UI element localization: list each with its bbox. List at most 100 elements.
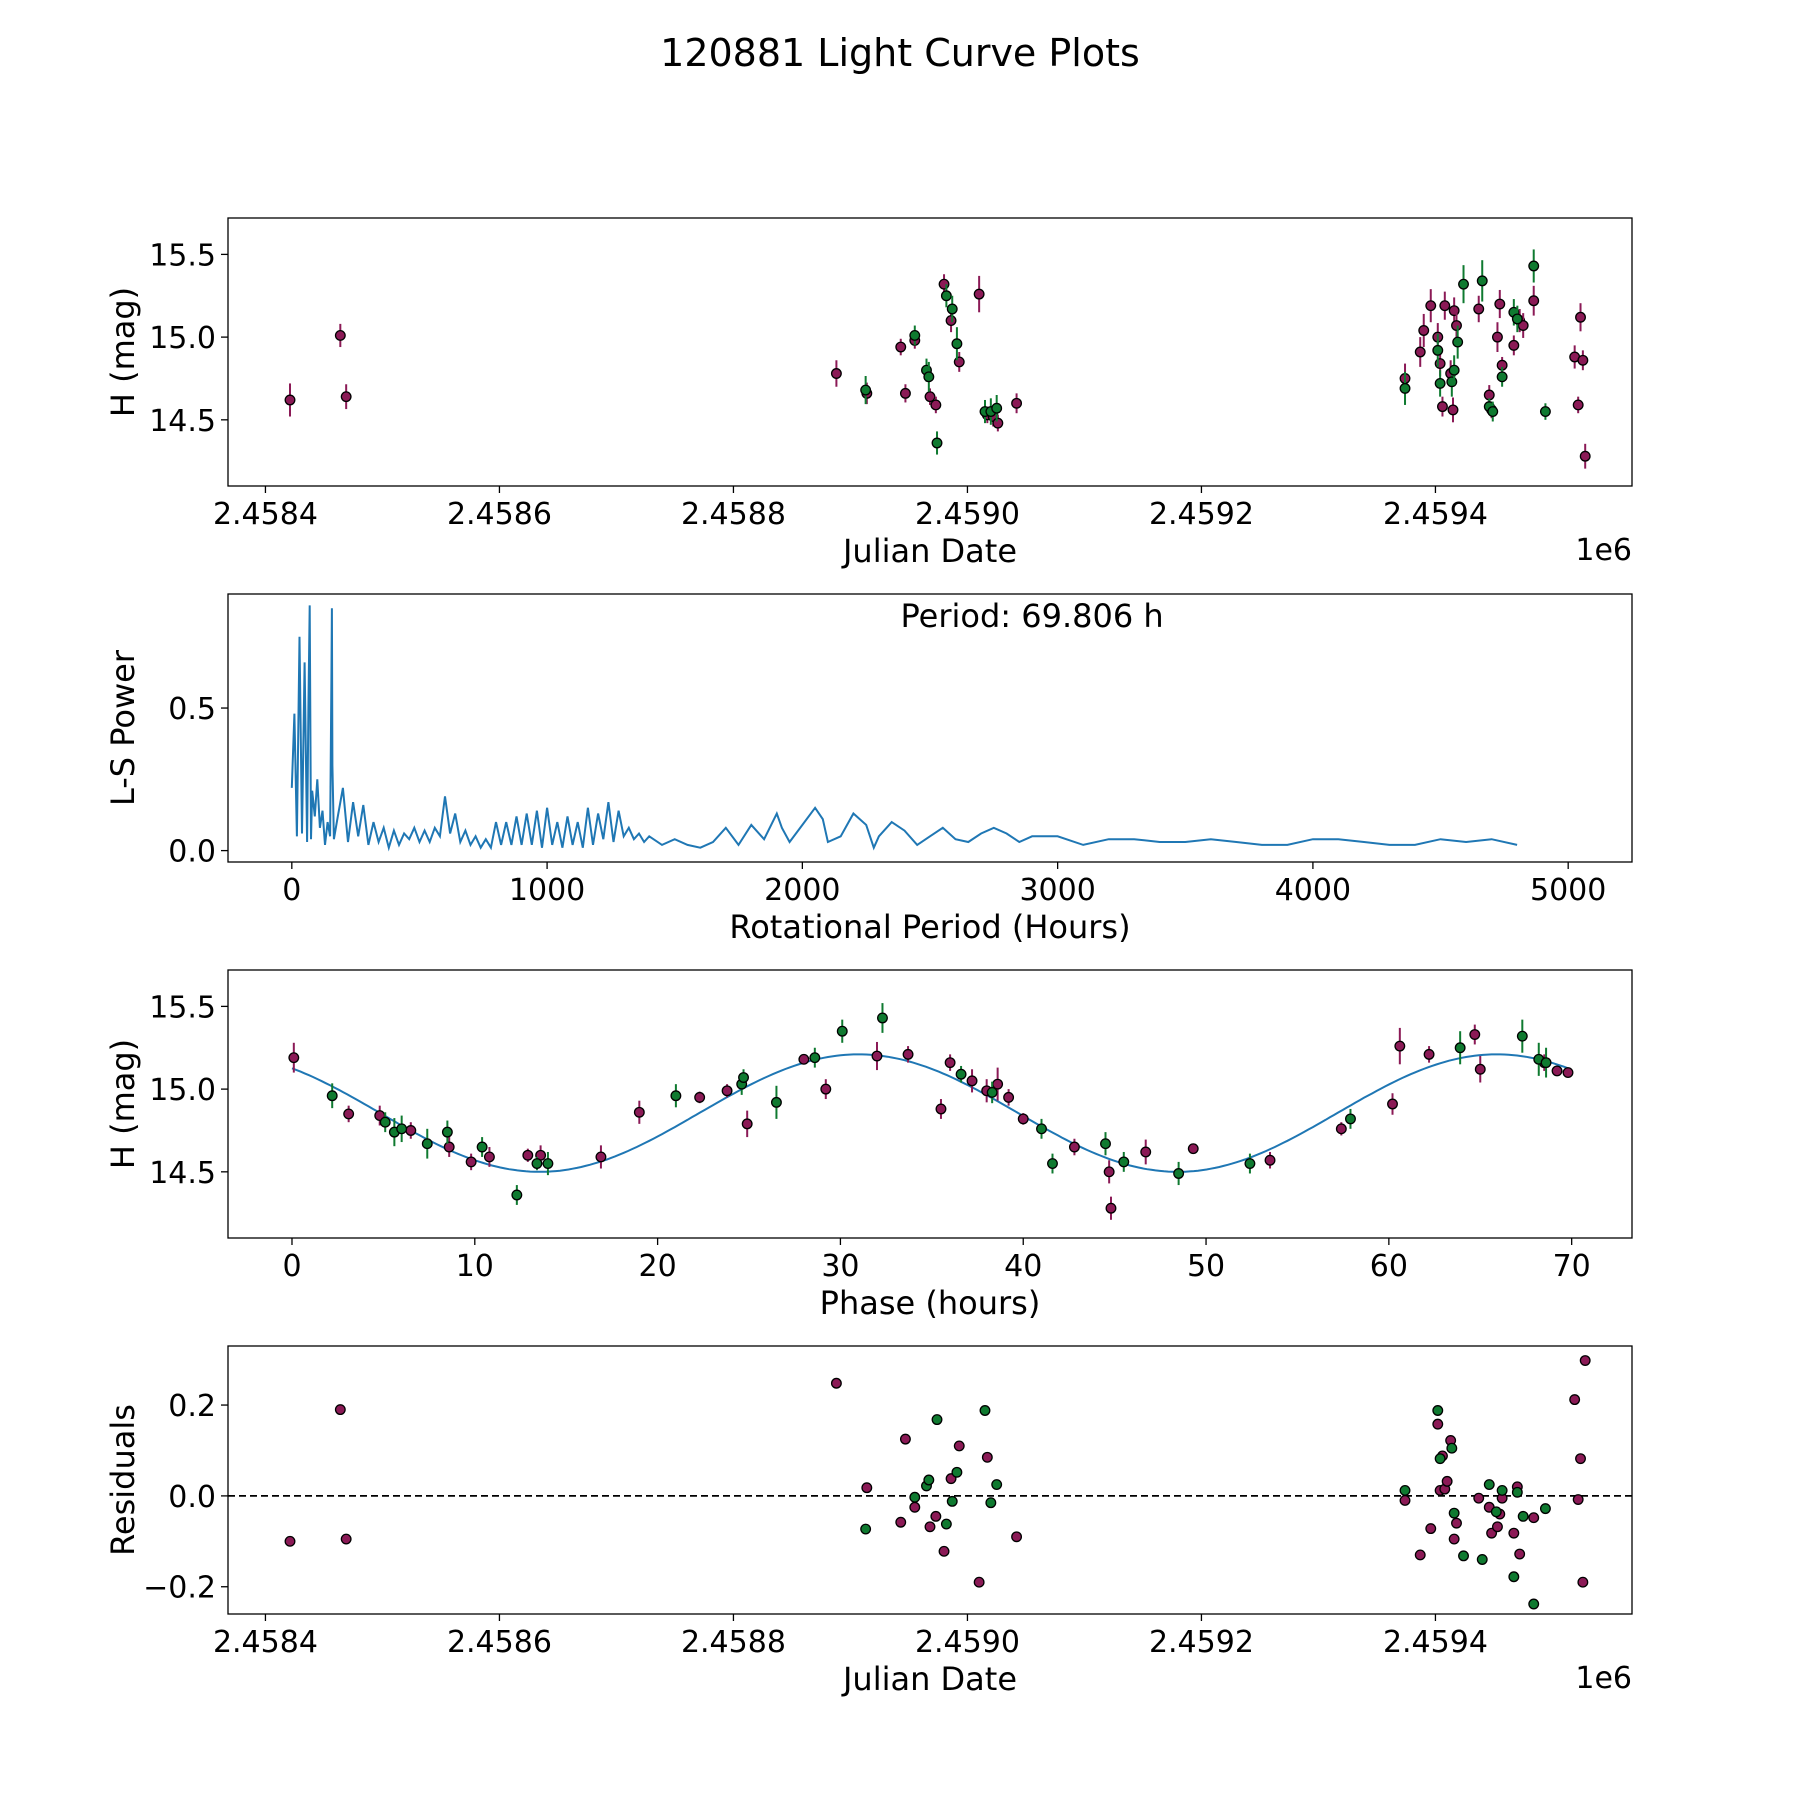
- data-point: [770, 1096, 782, 1108]
- x-axis-label: Julian Date: [841, 532, 1017, 570]
- data-point: [1423, 1048, 1435, 1060]
- x-tick-label: 4000: [1275, 873, 1351, 908]
- data-point: [953, 356, 965, 368]
- y-tick-label: 14.5: [149, 1156, 216, 1191]
- x-tick-label: 30: [821, 1249, 859, 1284]
- data-point: [861, 1482, 873, 1494]
- data-point: [909, 1501, 921, 1513]
- data-point: [284, 1535, 296, 1547]
- data-point: [830, 368, 842, 379]
- data-point: [1335, 1123, 1347, 1135]
- data-point: [340, 1533, 352, 1545]
- data-point: [1511, 313, 1523, 325]
- data-point: [1441, 1475, 1453, 1487]
- y-axis-label: Residuals: [104, 1404, 142, 1556]
- panel-residuals: 2.4584 2.4586 2.4588 2.4590 2.4592 2.4594 −0.2…: [104, 1345, 1633, 1698]
- x-axis-label: Julian Date: [841, 1660, 1017, 1698]
- data-point: [923, 371, 935, 383]
- data-point: [973, 1576, 985, 1588]
- x-tick-label: 70: [1553, 1249, 1591, 1284]
- data-point: [1448, 305, 1460, 317]
- data-point: [944, 1057, 956, 1069]
- data-point: [1414, 1549, 1426, 1561]
- axes-frame: [227, 1345, 1633, 1615]
- data-point: [1425, 300, 1437, 312]
- data-point: [1244, 1158, 1256, 1170]
- data-point: [899, 387, 911, 399]
- data-point: [1483, 1479, 1495, 1490]
- data-point: [1432, 1418, 1444, 1430]
- data-point: [1448, 1507, 1460, 1519]
- data-point: [953, 1440, 965, 1452]
- data-point: [1387, 1098, 1398, 1110]
- data-point: [1434, 377, 1446, 389]
- data-point: [1439, 300, 1451, 312]
- data-point: [1572, 1494, 1584, 1505]
- x-tick-label: 2.4584: [213, 497, 318, 532]
- panel-phased: 0 10 20 30 40 50 60 70 14.5 15.0 15.5 Phase (hours)…: [104, 969, 1633, 1322]
- data-point: [1491, 331, 1503, 343]
- plot-area: [228, 1355, 1632, 1610]
- x-tick-label: 2.4590: [915, 497, 1020, 532]
- data-point: [1451, 1517, 1462, 1529]
- data-point: [1528, 1598, 1540, 1610]
- data-point: [1011, 1531, 1023, 1543]
- x-axis-label: Rotational Period (Hours): [729, 908, 1130, 946]
- data-point: [1448, 364, 1460, 376]
- data-point: [931, 1414, 943, 1426]
- data-point: [1469, 1029, 1481, 1040]
- y-tick-label: −0.2: [143, 1571, 216, 1606]
- data-point: [326, 1090, 338, 1102]
- data-point: [1487, 406, 1499, 418]
- data-point: [902, 1048, 914, 1060]
- data-point: [930, 1510, 942, 1522]
- data-point: [1539, 1503, 1551, 1515]
- data-point: [1490, 1506, 1502, 1518]
- data-point: [871, 1050, 883, 1062]
- data-point: [836, 1025, 848, 1037]
- x-offset-label: 1e6: [1575, 1661, 1632, 1696]
- data-point: [1579, 450, 1591, 462]
- data-point: [1496, 1484, 1508, 1496]
- data-point: [1494, 298, 1506, 310]
- data-point: [522, 1149, 534, 1161]
- data-point: [1432, 1405, 1444, 1416]
- data-point: [1577, 354, 1589, 366]
- x-tick-label: 40: [1004, 1249, 1042, 1284]
- data-point: [1473, 1492, 1485, 1504]
- x-tick-label: 2.4588: [681, 497, 786, 532]
- data-point: [946, 1495, 958, 1507]
- data-point: [909, 330, 921, 341]
- period-annotation: Period: 69.806 h: [901, 597, 1164, 635]
- data-point: [288, 1052, 300, 1064]
- data-point: [595, 1151, 607, 1163]
- data-point: [985, 1497, 997, 1509]
- data-point: [1454, 1042, 1466, 1054]
- data-point: [979, 1405, 991, 1416]
- data-point: [991, 402, 1003, 414]
- x-tick-label: 0: [282, 1249, 301, 1284]
- data-point: [1575, 1453, 1586, 1465]
- y-tick-label: 15.0: [149, 1073, 216, 1108]
- data-point: [465, 1156, 477, 1168]
- data-point: [1528, 1512, 1540, 1524]
- data-point: [966, 1075, 978, 1087]
- data-point: [1173, 1168, 1185, 1179]
- periodogram-line: [290, 605, 1518, 852]
- x-tick-label: 1000: [509, 873, 585, 908]
- data-point: [946, 303, 958, 315]
- data-point: [924, 1521, 936, 1533]
- data-point: [877, 1012, 888, 1024]
- data-point: [951, 1466, 963, 1478]
- data-point: [1575, 311, 1586, 323]
- data-point: [1047, 1158, 1058, 1170]
- data-point: [1452, 336, 1464, 348]
- data-point: [909, 1491, 921, 1503]
- data-point: [1539, 406, 1551, 418]
- data-point: [1432, 344, 1444, 356]
- y-tick-label: 15.5: [149, 990, 216, 1025]
- data-point: [820, 1083, 832, 1095]
- data-point: [738, 1072, 749, 1083]
- data-point: [1446, 376, 1458, 388]
